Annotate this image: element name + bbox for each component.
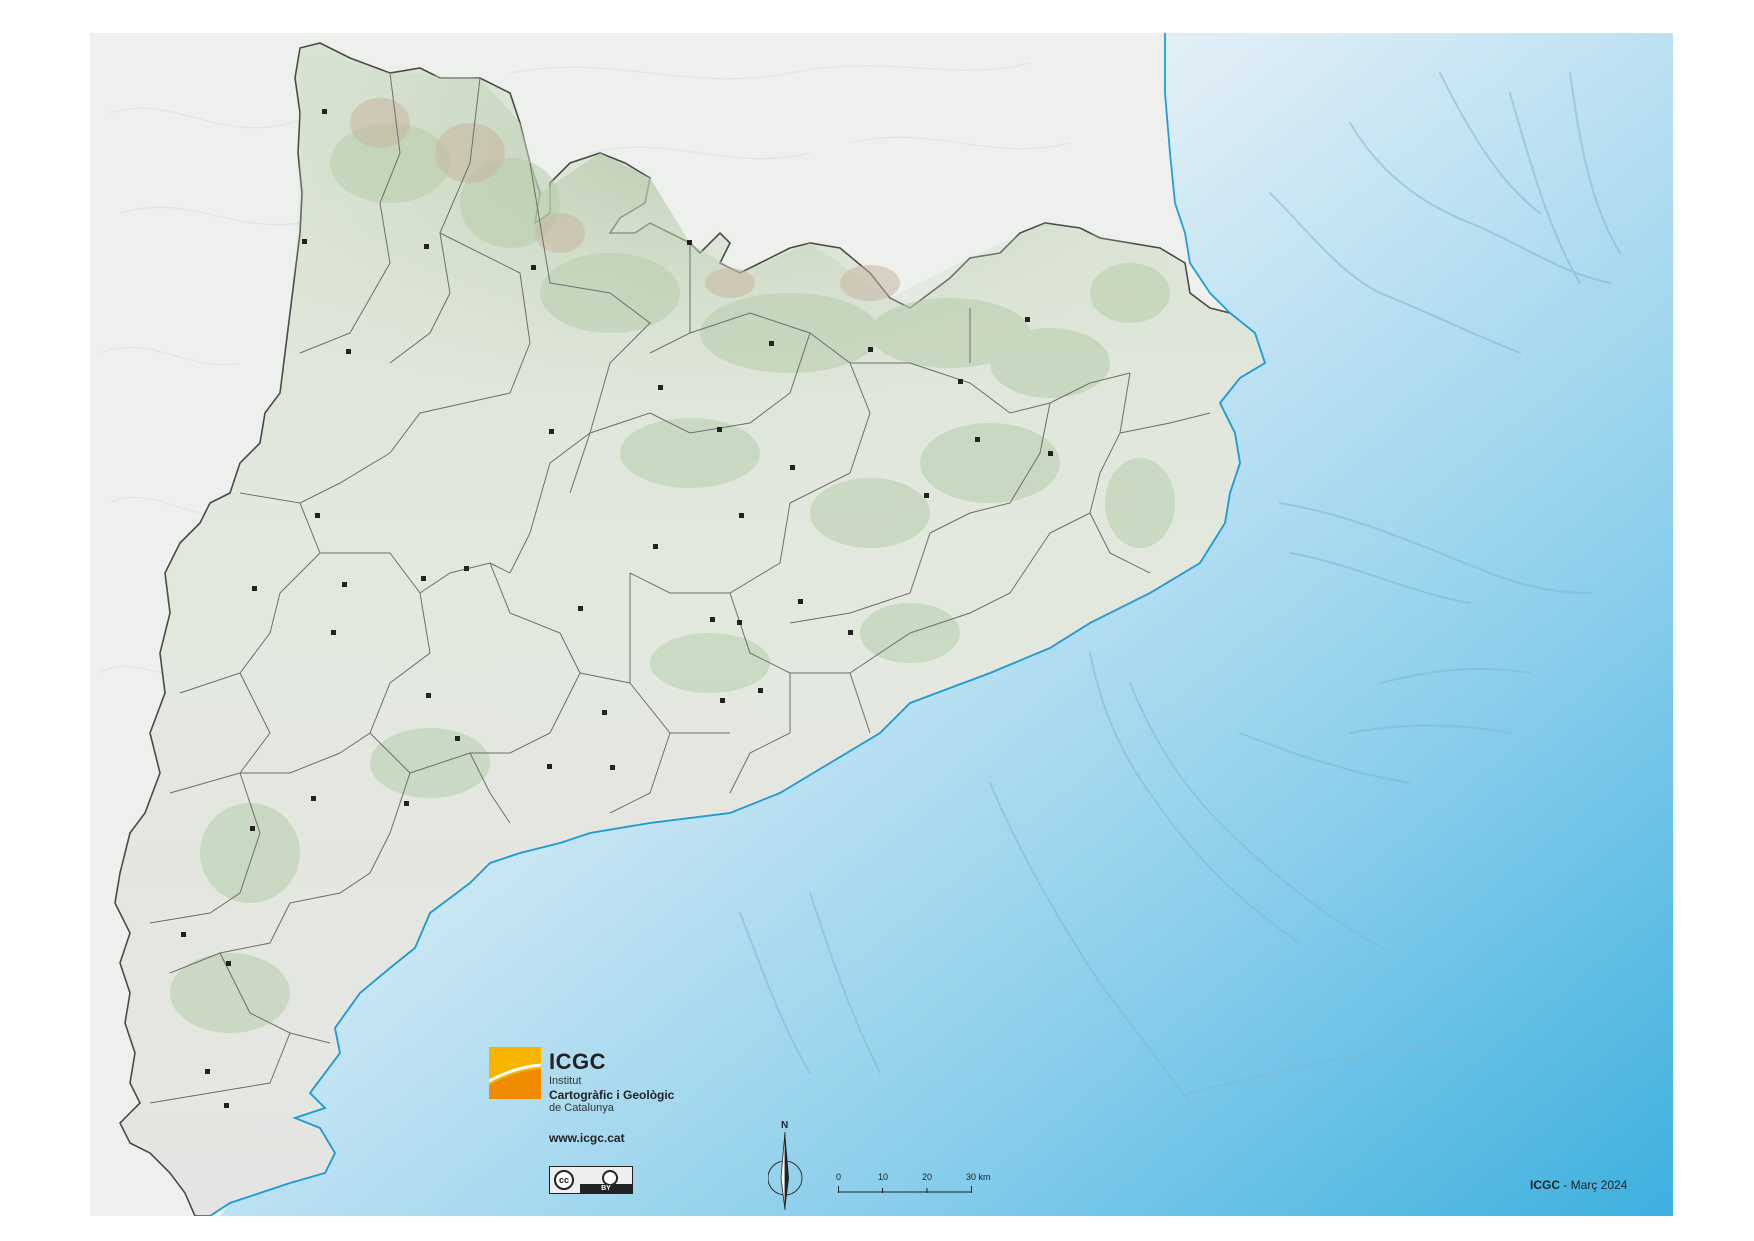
- capital-marker-icon: [547, 764, 552, 769]
- capital-marker-icon: [322, 109, 327, 114]
- capital-marker-icon: [421, 576, 426, 581]
- capital-marker-icon: [1025, 317, 1030, 322]
- map-credit: ICGC - Març 2024: [1530, 1178, 1627, 1192]
- logo-line-catalunya: de Catalunya: [549, 1102, 614, 1114]
- capital-marker-icon: [737, 620, 742, 625]
- capital-marker-icon: [687, 240, 692, 245]
- credit-separator: -: [1560, 1178, 1571, 1192]
- capital-marker-icon: [848, 630, 853, 635]
- forest-patches: [170, 123, 1175, 1033]
- north-arrow: N: [768, 1120, 808, 1210]
- capital-marker-icon: [578, 606, 583, 611]
- icgc-logo: ICGC Institut Cartogràfic i Geològic de …: [489, 1047, 709, 1197]
- scale-bar: 0 10 20 30 km: [836, 1172, 1008, 1202]
- credit-org: ICGC: [1530, 1178, 1560, 1192]
- license-by-label: BY: [580, 1184, 632, 1193]
- capital-marker-icon: [769, 341, 774, 346]
- capital-marker-icon: [252, 586, 257, 591]
- capital-marker-icon: [426, 693, 431, 698]
- capital-marker-icon: [424, 244, 429, 249]
- capital-marker-icon: [710, 617, 715, 622]
- capital-marker-icon: [311, 796, 316, 801]
- icgc-logo-mark: [489, 1047, 541, 1099]
- capital-marker-icon: [346, 349, 351, 354]
- logo-name: ICGC: [549, 1049, 606, 1074]
- capital-marker-icon: [549, 429, 554, 434]
- capital-marker-icon: [717, 427, 722, 432]
- north-label: N: [781, 1120, 789, 1131]
- capital-markers: [181, 109, 1053, 1108]
- capital-marker-icon: [739, 513, 744, 518]
- comarca-borders: [149, 72, 1211, 1104]
- scale-tick-label: 20: [922, 1172, 933, 1182]
- capital-marker-icon: [226, 961, 231, 966]
- scale-tick-label: 10: [878, 1172, 889, 1182]
- coastline: [209, 33, 1267, 1216]
- scale-tick-label: 0: [836, 1172, 842, 1182]
- scale-tick-label: 30 km: [966, 1172, 991, 1182]
- capital-marker-icon: [798, 599, 803, 604]
- capital-marker-icon: [531, 265, 536, 270]
- logo-line-cartografic: Cartogràfic i Geològic: [549, 1088, 675, 1102]
- submarine-canyons: [739, 72, 1621, 1104]
- capital-marker-icon: [315, 513, 320, 518]
- capital-marker-icon: [958, 379, 963, 384]
- logo-line-institut: Institut: [549, 1075, 582, 1087]
- map-frame: [90, 33, 1673, 1216]
- capital-marker-icon: [610, 765, 615, 770]
- capital-marker-icon: [224, 1103, 229, 1108]
- capital-marker-icon: [975, 437, 980, 442]
- capital-marker-icon: [404, 801, 409, 806]
- capital-marker-icon: [720, 698, 725, 703]
- capital-marker-icon: [658, 385, 663, 390]
- capital-marker-icon: [250, 826, 255, 831]
- capital-marker-icon: [302, 239, 307, 244]
- capital-marker-icon: [924, 493, 929, 498]
- creative-commons-badge[interactable]: cc BY: [549, 1166, 633, 1194]
- capital-marker-icon: [181, 932, 186, 937]
- capital-marker-icon: [205, 1069, 210, 1074]
- north-arrow-icon: [768, 1131, 803, 1210]
- capital-marker-icon: [455, 736, 460, 741]
- capital-marker-icon: [868, 347, 873, 352]
- terrain-map: [90, 33, 1673, 1216]
- sea: [220, 33, 1673, 1216]
- credit-date: Març 2024: [1570, 1178, 1628, 1192]
- scale-bar-graphic: [838, 1186, 972, 1193]
- capital-marker-icon: [602, 710, 607, 715]
- capital-marker-icon: [790, 465, 795, 470]
- capital-marker-icon: [342, 582, 347, 587]
- capital-marker-icon: [1048, 451, 1053, 456]
- capital-marker-icon: [653, 544, 658, 549]
- capital-marker-icon: [464, 566, 469, 571]
- logo-url-link[interactable]: www.icgc.cat: [549, 1131, 625, 1145]
- capital-marker-icon: [758, 688, 763, 693]
- creative-commons-icon: cc: [554, 1170, 574, 1190]
- capital-marker-icon: [331, 630, 336, 635]
